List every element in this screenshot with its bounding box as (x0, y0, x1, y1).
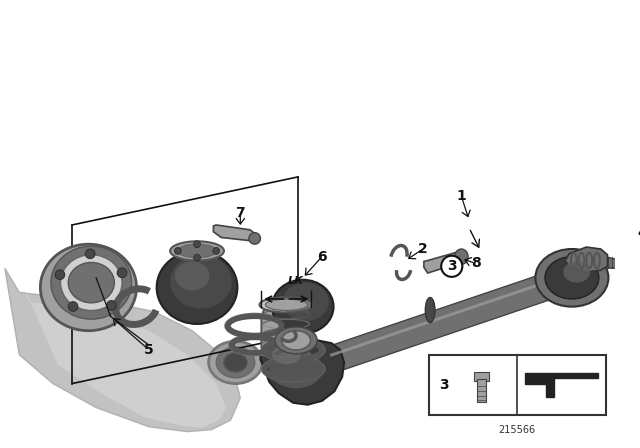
Ellipse shape (272, 280, 333, 334)
Ellipse shape (272, 345, 301, 364)
Text: 8: 8 (471, 256, 481, 271)
Polygon shape (213, 225, 258, 241)
Text: 2: 2 (418, 242, 428, 256)
Ellipse shape (634, 258, 640, 268)
Ellipse shape (283, 283, 329, 321)
Polygon shape (604, 257, 636, 270)
Ellipse shape (170, 255, 232, 309)
Text: 5: 5 (144, 343, 154, 357)
Circle shape (117, 268, 127, 278)
Circle shape (55, 270, 65, 280)
Ellipse shape (545, 257, 599, 299)
Ellipse shape (630, 256, 640, 271)
Ellipse shape (269, 350, 323, 388)
Text: 4: 4 (637, 226, 640, 240)
Ellipse shape (266, 299, 308, 310)
Ellipse shape (51, 246, 132, 319)
Polygon shape (24, 288, 226, 428)
Polygon shape (5, 268, 240, 431)
Ellipse shape (216, 347, 255, 378)
Ellipse shape (260, 297, 314, 312)
Ellipse shape (157, 251, 237, 324)
Ellipse shape (40, 244, 136, 331)
Circle shape (194, 241, 200, 248)
Circle shape (213, 248, 220, 254)
Ellipse shape (170, 241, 224, 261)
Ellipse shape (209, 341, 262, 383)
Ellipse shape (175, 262, 209, 290)
Bar (477, 379, 486, 402)
Ellipse shape (282, 331, 310, 350)
Text: 3: 3 (447, 259, 456, 273)
Ellipse shape (61, 255, 122, 310)
Polygon shape (262, 307, 312, 362)
Ellipse shape (224, 353, 247, 372)
Text: 7: 7 (236, 207, 245, 220)
Text: 6: 6 (317, 250, 327, 264)
Polygon shape (260, 338, 344, 405)
Circle shape (441, 256, 462, 277)
Bar (429, 355, 605, 415)
Ellipse shape (426, 297, 435, 323)
Circle shape (68, 302, 78, 311)
Circle shape (85, 249, 95, 258)
Ellipse shape (536, 249, 609, 307)
Ellipse shape (275, 327, 317, 354)
Ellipse shape (563, 262, 590, 283)
Polygon shape (327, 267, 572, 372)
Ellipse shape (249, 233, 260, 244)
Ellipse shape (68, 263, 115, 303)
Circle shape (194, 254, 200, 261)
Polygon shape (565, 247, 607, 272)
Bar (474, 371, 489, 381)
Polygon shape (424, 251, 465, 273)
Ellipse shape (178, 244, 216, 258)
Ellipse shape (454, 249, 468, 264)
Text: 1: 1 (456, 189, 467, 203)
Text: 215566: 215566 (499, 425, 536, 435)
Text: 3: 3 (439, 378, 449, 392)
Text: LK: LK (288, 276, 304, 285)
Polygon shape (330, 274, 566, 357)
Polygon shape (525, 374, 598, 396)
Circle shape (107, 301, 116, 310)
Circle shape (175, 248, 181, 254)
